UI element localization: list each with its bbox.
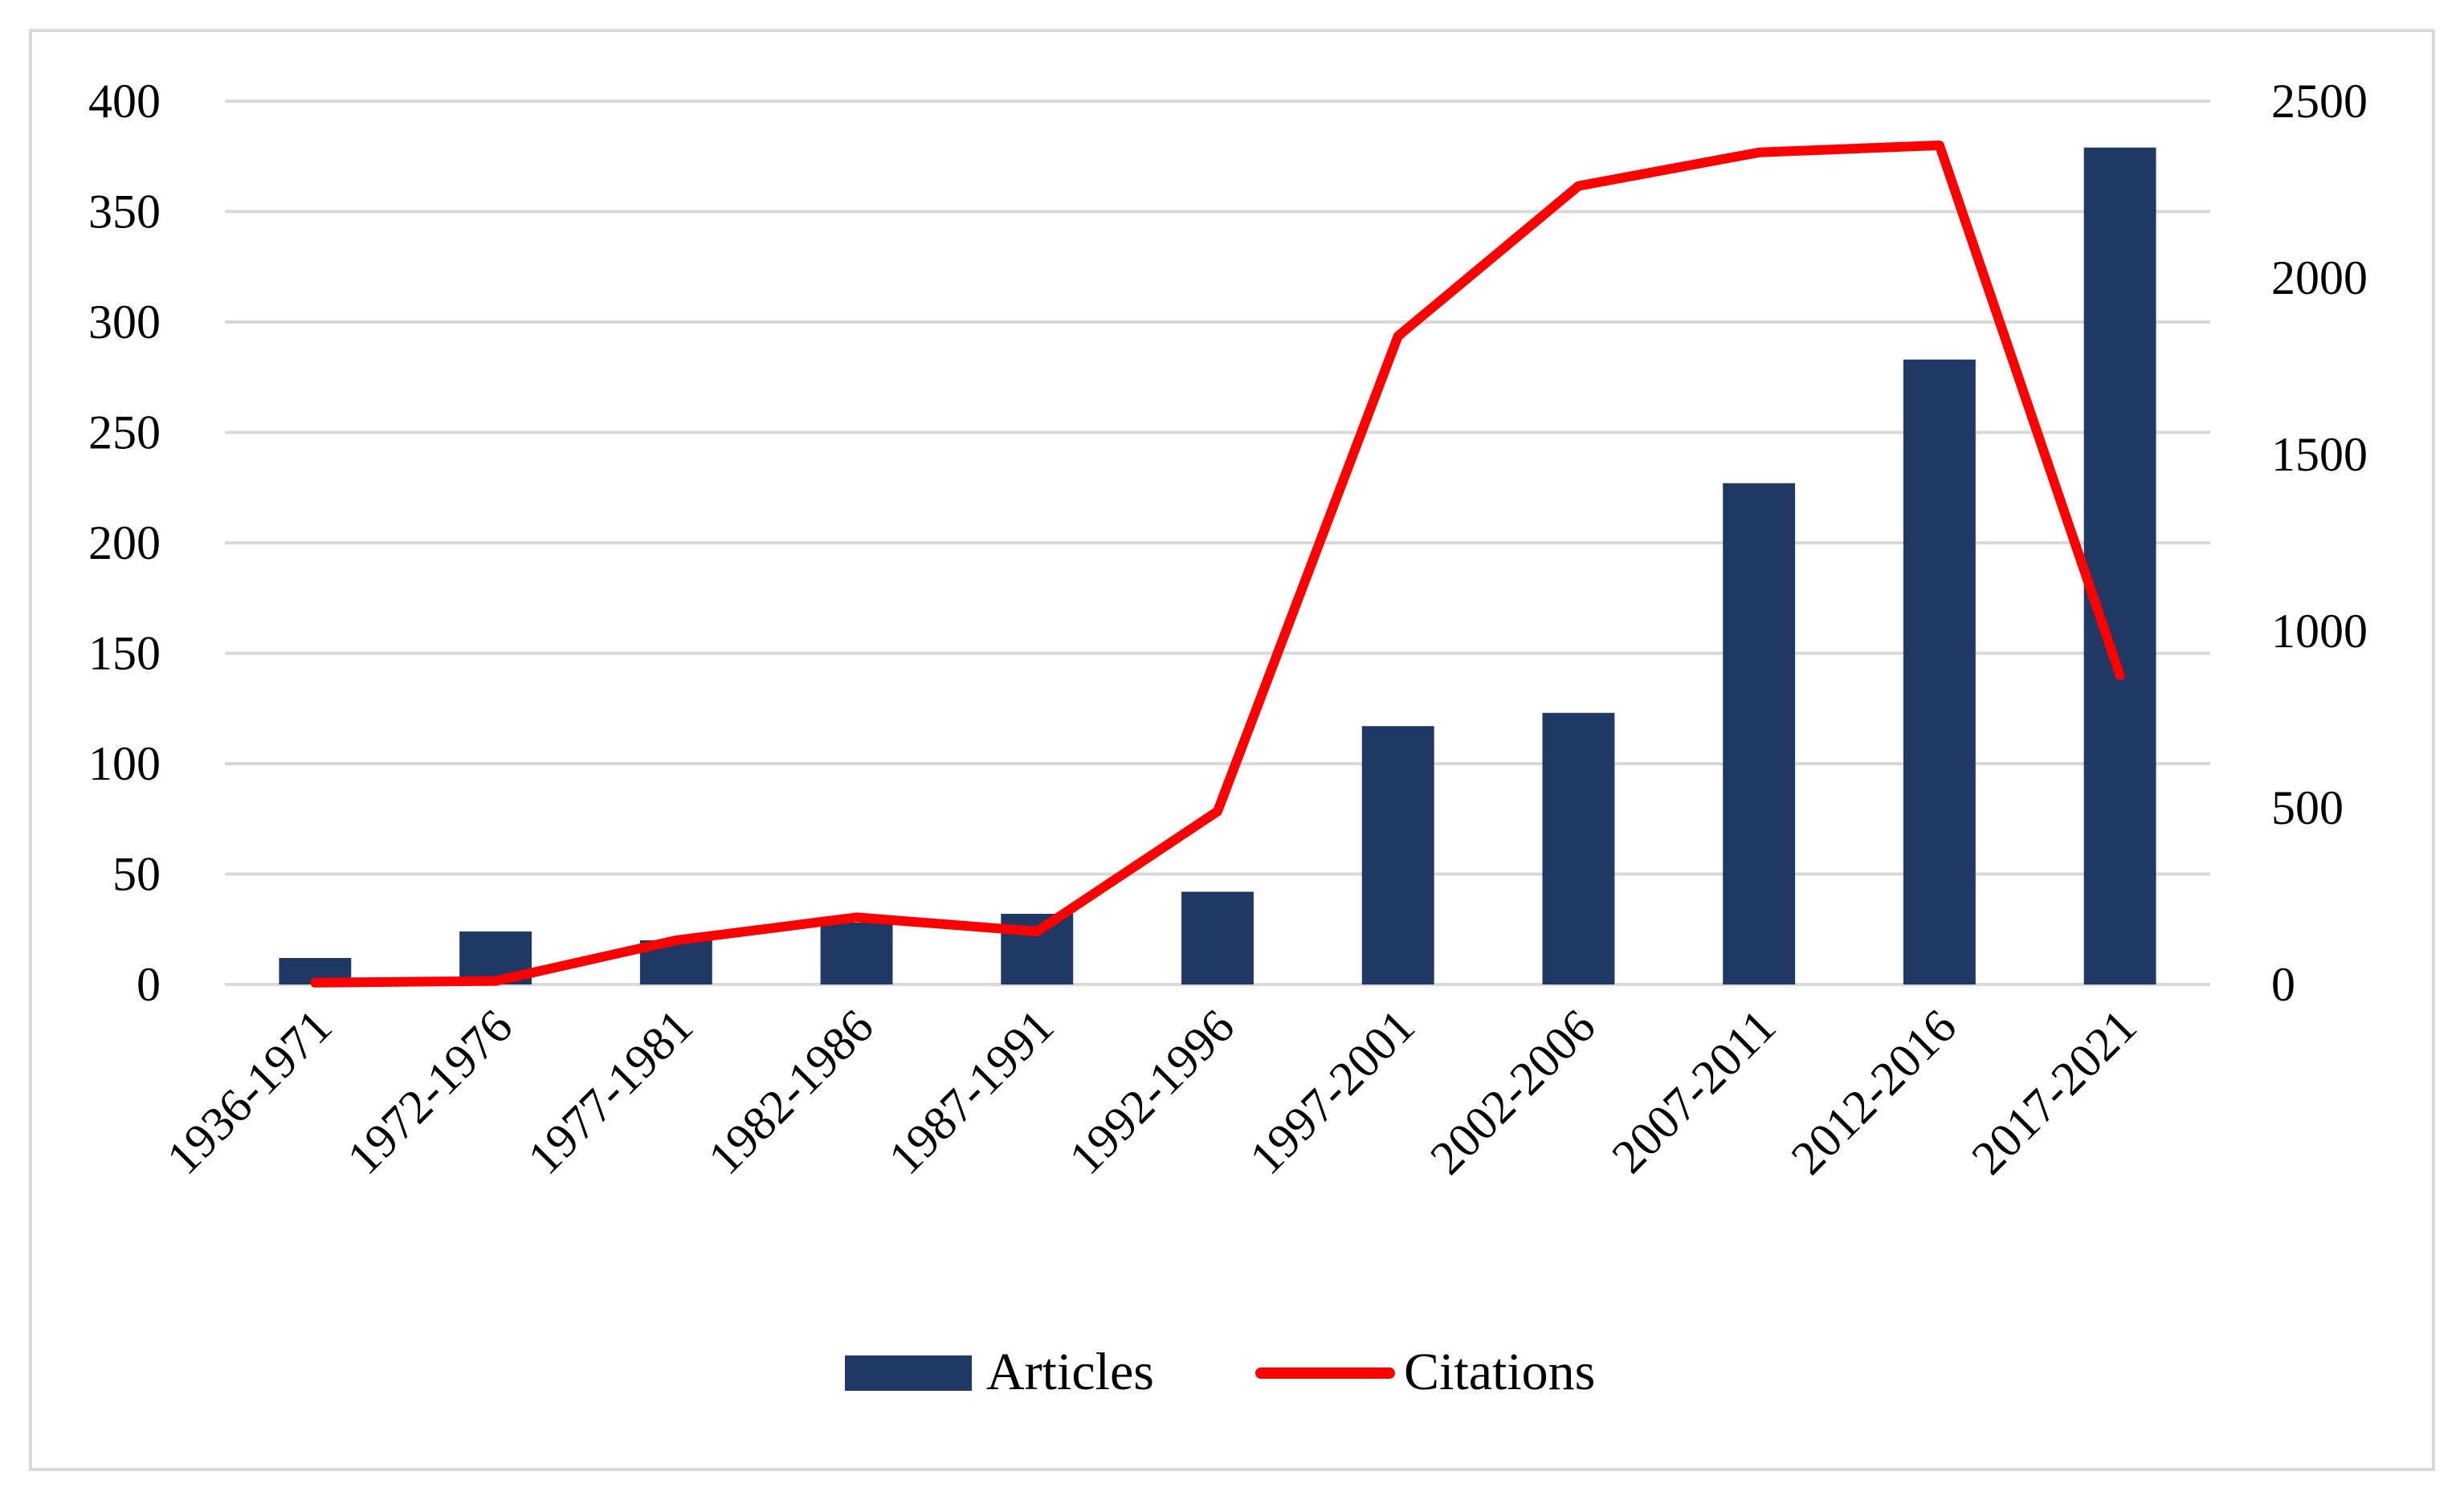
x-tick-label: 1987-1991 [879, 1000, 1064, 1185]
bar-articles [1001, 914, 1074, 984]
bar-articles [820, 923, 893, 984]
right-tick-label: 2000 [2271, 251, 2368, 304]
x-tick-label: 2007-2011 [1601, 1000, 1785, 1184]
articles-bars [279, 147, 2156, 984]
left-tick-label: 100 [88, 737, 161, 790]
bar-articles [1903, 359, 1976, 984]
x-tick-label: 2002-2006 [1420, 1000, 1605, 1185]
right-tick-label: 0 [2271, 958, 2295, 1011]
x-tick-label: 1992-1996 [1059, 1000, 1245, 1185]
gridlines [225, 100, 2210, 986]
bar-articles [1542, 712, 1615, 984]
left-tick-label: 50 [112, 848, 161, 901]
legend-label-citations: Citations [1404, 1343, 1595, 1401]
bar-articles [1723, 483, 1796, 984]
chart-frame [29, 29, 2435, 1471]
right-tick-label: 500 [2271, 781, 2344, 834]
bar-articles [2083, 147, 2156, 984]
left-tick-label: 150 [88, 627, 161, 680]
legend-label-articles: Articles [986, 1343, 1154, 1401]
right-axis-ticks: 0 500 1000 1500 2000 2500 [2271, 75, 2368, 1011]
legend-swatch-articles [845, 1355, 972, 1391]
legend: Articles Citations [845, 1343, 1595, 1401]
x-tick-label: 1977-1981 [518, 1000, 704, 1185]
citations-line [310, 141, 2125, 988]
left-tick-label: 350 [88, 185, 161, 238]
right-tick-label: 2500 [2271, 75, 2368, 128]
bar-articles [1181, 891, 1254, 984]
left-tick-label: 250 [88, 406, 161, 459]
right-tick-label: 1500 [2271, 428, 2368, 481]
right-tick-label: 1000 [2271, 605, 2368, 658]
x-tick-label: 2012-2016 [1781, 1000, 1967, 1185]
x-axis-tick-labels: 1936-19711972-19761977-19811982-19861987… [157, 1000, 2147, 1185]
left-axis-ticks: 0 50 100 150 200 250 300 350 400 [88, 75, 161, 1011]
x-tick-label: 1972-1976 [337, 1000, 523, 1185]
citations-line-group [310, 141, 2125, 988]
bar-articles [1361, 726, 1434, 984]
left-tick-label: 0 [137, 958, 161, 1011]
left-tick-label: 400 [88, 75, 161, 128]
left-tick-label: 300 [88, 296, 161, 349]
x-tick-label: 1997-2001 [1239, 1000, 1425, 1185]
x-tick-label: 1936-1971 [157, 1000, 342, 1185]
x-tick-label: 2017-2021 [1961, 1000, 2147, 1185]
x-tick-label: 1982-1986 [698, 1000, 883, 1185]
left-tick-label: 200 [88, 516, 161, 569]
